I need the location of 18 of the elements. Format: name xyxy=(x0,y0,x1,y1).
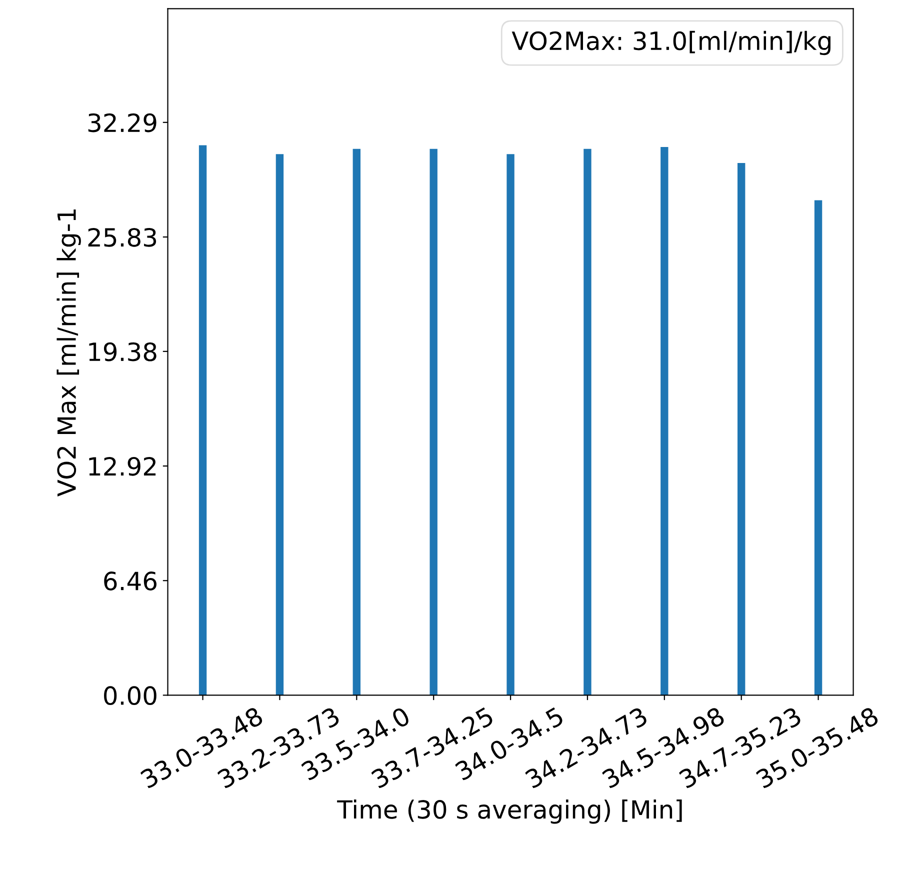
bar xyxy=(276,154,284,696)
y-axis-title: VO2 Max [ml/min] kg-1 xyxy=(56,210,81,496)
y-tick-label: 0.00 xyxy=(104,686,156,706)
bar xyxy=(506,154,514,696)
bar xyxy=(584,148,592,696)
y-tick-label: 25.83 xyxy=(88,228,156,247)
bar xyxy=(352,148,360,696)
y-tick-label: 19.38 xyxy=(89,342,156,362)
y-tick-label: 12.92 xyxy=(89,456,156,476)
bar xyxy=(198,145,207,696)
bar xyxy=(660,147,668,696)
annotation: VO2Max: 31.0[ml/min]/kg xyxy=(512,30,830,56)
y-tick-label: 6.46 xyxy=(104,572,156,590)
bar xyxy=(430,148,438,696)
x-axis-title: Time (30 s averaging) [Min] xyxy=(337,800,682,824)
bar xyxy=(814,200,822,696)
bar xyxy=(738,163,746,696)
y-tick-label: 32.29 xyxy=(88,113,156,132)
